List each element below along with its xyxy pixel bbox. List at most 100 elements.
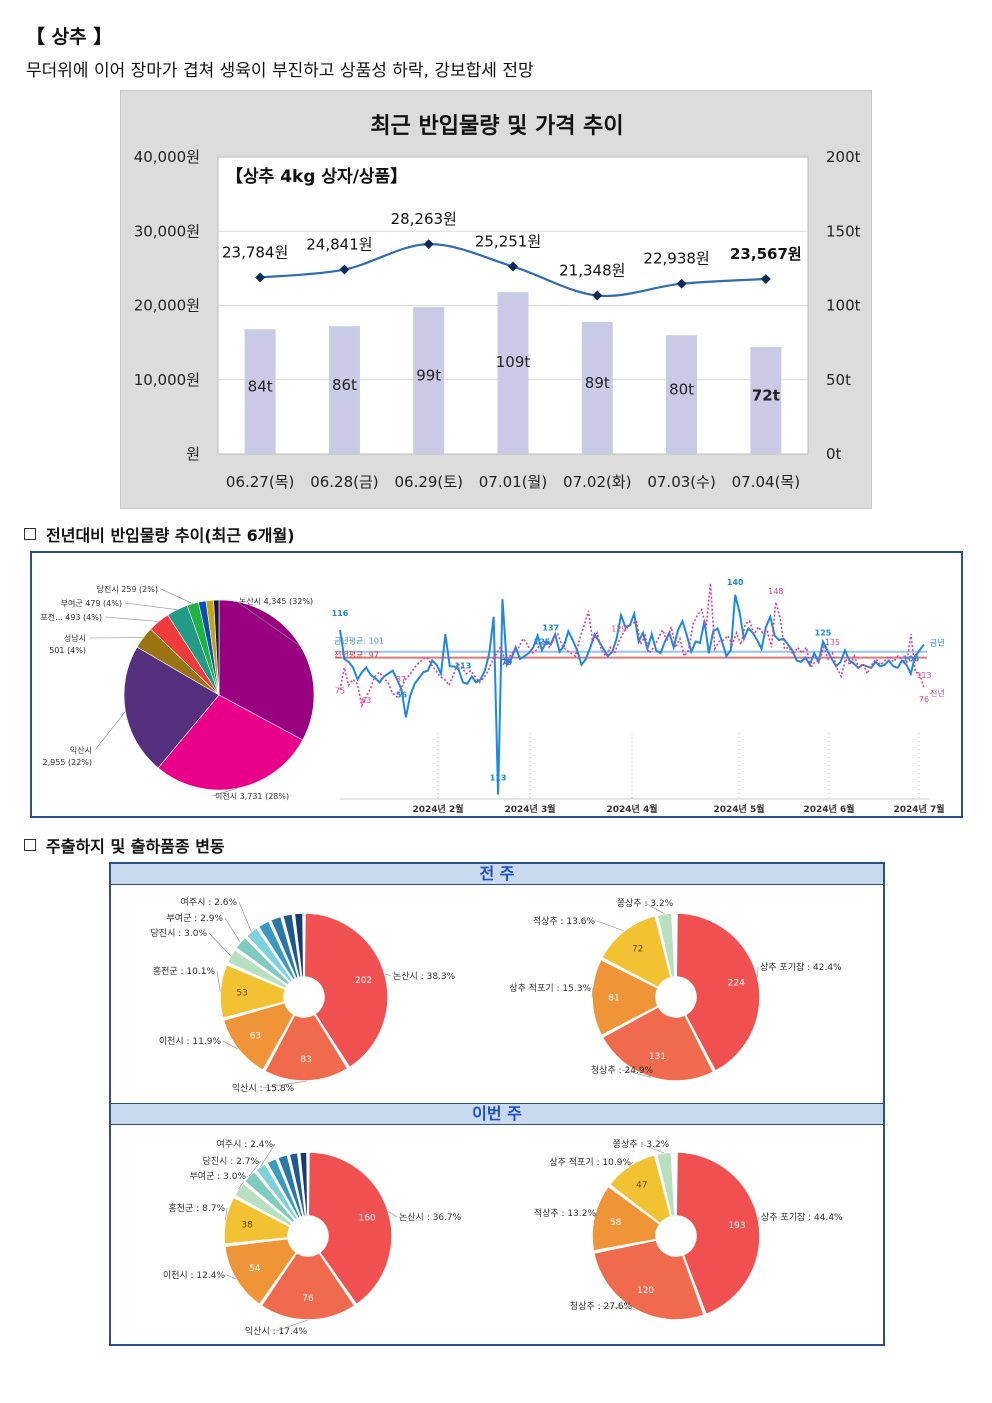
donut-leader-line <box>216 970 221 992</box>
y-left-tick-label: 20,000원 <box>134 297 200 315</box>
donut-value-label: 63 <box>250 1032 261 1042</box>
donut-leader-line <box>644 902 665 915</box>
previous-year-value-label: 63 <box>361 696 371 705</box>
donut-slice-label: 청상추 : 27.6% <box>570 1301 633 1312</box>
donut-slice <box>601 1005 715 1082</box>
donut-slice <box>298 1151 309 1217</box>
donut-leader-line <box>593 1212 599 1218</box>
pie-slice <box>157 694 304 791</box>
volume-bar <box>328 326 360 454</box>
donut-leader-line <box>225 1207 228 1221</box>
donut-value-label: 72 <box>632 944 643 954</box>
y-right-tick-label: 100t <box>826 297 861 315</box>
ship-section-heading: 주출하지 및 출하품종 변동 <box>24 833 225 857</box>
donut-leader-line <box>596 920 625 932</box>
volume-data-label: 99t <box>416 366 441 384</box>
previous-year-value-label: 113 <box>916 671 931 680</box>
y-right-tick-label: 0t <box>826 445 842 463</box>
x-tick-label: 07.02(화) <box>563 473 631 491</box>
donut-value-label: 54 <box>249 1264 261 1274</box>
donut-leader-line <box>621 1069 651 1078</box>
donut-leader-line <box>248 1160 262 1177</box>
price-data-label: 22,938원 <box>643 250 709 268</box>
donut-slice-label: 홍천군 : 8.7% <box>169 1202 226 1214</box>
pie-slice-label: 2,955 (22%) <box>43 758 92 767</box>
trend-section-heading: 전년대비 반입물량 추이(최근 6개월) <box>24 522 295 546</box>
donut-slice-label: 청상추 : 24.9% <box>591 1065 654 1076</box>
current-year-value-label: 125 <box>534 637 551 646</box>
x-tick-label: 2024년 6월 <box>803 803 854 815</box>
trend-section-title: 전년대비 반입물량 추이(최근 6개월) <box>46 526 295 545</box>
x-tick-label: 06.28(금) <box>310 473 378 491</box>
volume-data-label: 80t <box>669 381 694 399</box>
volume-data-label: 84t <box>248 378 273 396</box>
price-volume-chart: 최근 반입물량 및 가격 추이 40,000원 200t 30,000원 150t 20,… <box>134 114 861 491</box>
current-year-value-label: 116 <box>332 609 349 618</box>
checkbox-icon <box>24 528 36 540</box>
donut-value-label: 53 <box>236 989 247 999</box>
current-year-series-name: 금년 <box>930 637 945 647</box>
shipment-panel: 전 주 이번 주 202 논산시 : 38.3% 83 익산시 : 15.8% 63 이천… <box>109 862 885 1346</box>
price-point <box>423 239 434 250</box>
x-tick-label: 2024년 4월 <box>606 803 657 815</box>
donut-slice-label: 적상추 : 13.2% <box>534 1207 597 1219</box>
volume-bar <box>750 347 782 454</box>
donut-slice <box>303 912 389 1069</box>
price-point <box>255 272 266 283</box>
pie-leader-line <box>124 602 178 610</box>
donut-value-label: 81 <box>608 993 619 1003</box>
trend-chart: 논산시 4,345 (32%) 이천시 3,731 (28%) 익산시 2,955 (… <box>40 578 945 815</box>
page-title: 【 상추 】 <box>26 26 113 48</box>
donut-leader-line <box>260 1143 276 1167</box>
donut-slice-label: 상추 포기찹 : 42.4% <box>760 962 842 973</box>
donut-value-label: 224 <box>728 978 745 988</box>
donut-slice-label: 논산시 : 36.7% <box>399 1212 462 1223</box>
pie-slice-label: 이천시 3,731 (28%) <box>215 791 289 801</box>
donut-slice-label: 쫑상추 : 3.2% <box>617 898 674 909</box>
donut-slice <box>223 1196 292 1246</box>
donut-slice <box>223 1237 298 1306</box>
pie-leader-line <box>160 588 193 604</box>
donut-slice <box>591 958 660 1037</box>
donut-value-label: 131 <box>649 1052 666 1062</box>
pie-slice-label: 논산시 4,345 (32%) <box>239 596 313 606</box>
donut-value-label: 160 <box>359 1214 376 1224</box>
previous-year-value-label: 129 <box>611 625 626 634</box>
pie-slice <box>213 599 220 696</box>
donut-slice-label: 상추 포기찹 : 44.4% <box>761 1212 843 1223</box>
current-year-value-label: 140 <box>727 578 744 587</box>
this-week-header: 이번 주 <box>111 1103 883 1125</box>
volume-data-label: 72t <box>752 387 780 405</box>
donut-leader-line <box>388 1210 398 1218</box>
price-data-label: 23,567원 <box>730 245 802 263</box>
donut-value-label: 193 <box>728 1221 745 1231</box>
x-tick-label: 07.03(수) <box>647 473 715 491</box>
pie-slice-label: 포천... 493 (4%) <box>40 612 102 622</box>
price-point <box>339 264 350 275</box>
current-year-value-label: 125 <box>815 629 832 638</box>
previous-year-value-label: 76 <box>919 695 929 704</box>
pie-slice-label: 익산시 <box>70 745 92 755</box>
donut-leader-line <box>629 1161 634 1167</box>
donut-slice-label: 여주시 : 2.4% <box>217 1138 274 1150</box>
previous-year-line <box>339 583 925 709</box>
y-right-tick-label: 150t <box>826 222 861 240</box>
pie-leader-line <box>94 711 126 751</box>
donut-leader-line <box>222 1040 239 1050</box>
donut-slice-label: 논산시 : 38.3% <box>393 971 456 982</box>
chart-subtitle: 【상추 4kg 상자/상품】 <box>226 166 407 187</box>
donut-slice-label: 이천시 : 11.9% <box>159 1036 222 1047</box>
donut-slice <box>591 1185 661 1252</box>
x-tick-label: 2024년 7월 <box>893 803 944 815</box>
pie-slice-label: 당진시 259 (2%) <box>97 584 158 594</box>
donut-slice-label: 부여군 : 2.9% <box>167 912 224 924</box>
y-left-tick-label: 30,000원 <box>134 222 200 240</box>
previous-year-value-label: 87 <box>396 675 406 684</box>
average-label: 전년평균: 97 <box>334 650 379 660</box>
x-tick-label: 06.29(토) <box>394 473 462 491</box>
pie-leader-line <box>211 787 238 797</box>
donut-value-label: 120 <box>637 1286 654 1296</box>
average-label: 금년평균: 101 <box>334 636 384 646</box>
donut-value-label: 47 <box>636 1180 647 1190</box>
x-tick-label: 2024년 5월 <box>713 803 764 815</box>
